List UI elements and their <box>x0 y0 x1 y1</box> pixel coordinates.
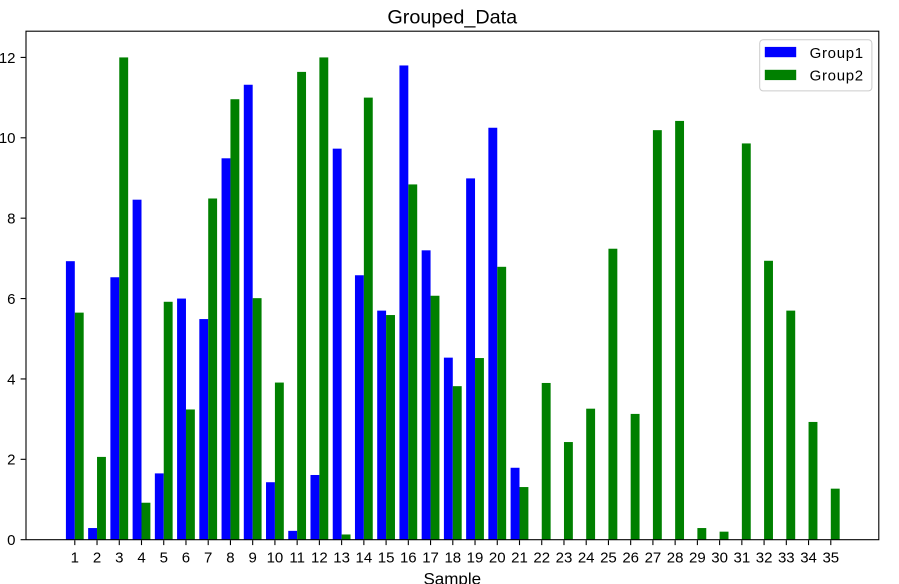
svg-text:12: 12 <box>0 50 16 67</box>
svg-text:10: 10 <box>0 130 16 147</box>
svg-text:9: 9 <box>249 549 257 566</box>
svg-text:17: 17 <box>422 549 439 566</box>
svg-text:4: 4 <box>7 371 15 388</box>
svg-text:15: 15 <box>378 549 395 566</box>
svg-text:19: 19 <box>467 549 484 566</box>
svg-text:2: 2 <box>7 452 15 469</box>
svg-text:32: 32 <box>756 549 773 566</box>
svg-text:29: 29 <box>689 549 706 566</box>
svg-text:21: 21 <box>511 549 528 566</box>
svg-text:30: 30 <box>711 549 728 566</box>
svg-text:Group1: Group1 <box>810 45 864 62</box>
svg-text:26: 26 <box>622 549 639 566</box>
svg-text:2: 2 <box>93 549 101 566</box>
svg-text:13: 13 <box>333 549 350 566</box>
svg-text:6: 6 <box>182 549 190 566</box>
svg-text:10: 10 <box>267 549 284 566</box>
svg-text:33: 33 <box>778 549 795 566</box>
svg-text:23: 23 <box>556 549 573 566</box>
svg-text:34: 34 <box>800 549 817 566</box>
svg-text:24: 24 <box>578 549 595 566</box>
svg-text:5: 5 <box>160 549 168 566</box>
svg-text:25: 25 <box>600 549 617 566</box>
svg-text:Grouped_Data: Grouped_Data <box>387 6 517 28</box>
svg-text:31: 31 <box>734 549 751 566</box>
svg-text:28: 28 <box>667 549 684 566</box>
svg-text:12: 12 <box>311 549 328 566</box>
svg-text:4: 4 <box>137 549 145 566</box>
svg-text:1: 1 <box>71 549 79 566</box>
svg-text:0: 0 <box>7 532 15 549</box>
svg-text:Group2: Group2 <box>810 67 864 84</box>
svg-text:3: 3 <box>115 549 123 566</box>
svg-text:22: 22 <box>533 549 550 566</box>
svg-text:18: 18 <box>444 549 461 566</box>
svg-text:6: 6 <box>7 291 15 308</box>
svg-text:8: 8 <box>7 211 15 228</box>
svg-text:27: 27 <box>645 549 662 566</box>
svg-text:8: 8 <box>226 549 234 566</box>
svg-text:20: 20 <box>489 549 506 566</box>
svg-text:Sample: Sample <box>423 569 481 584</box>
svg-text:11: 11 <box>289 549 305 566</box>
svg-text:7: 7 <box>204 549 212 566</box>
svg-text:14: 14 <box>356 549 373 566</box>
svg-text:16: 16 <box>400 549 417 566</box>
svg-text:35: 35 <box>822 549 839 566</box>
